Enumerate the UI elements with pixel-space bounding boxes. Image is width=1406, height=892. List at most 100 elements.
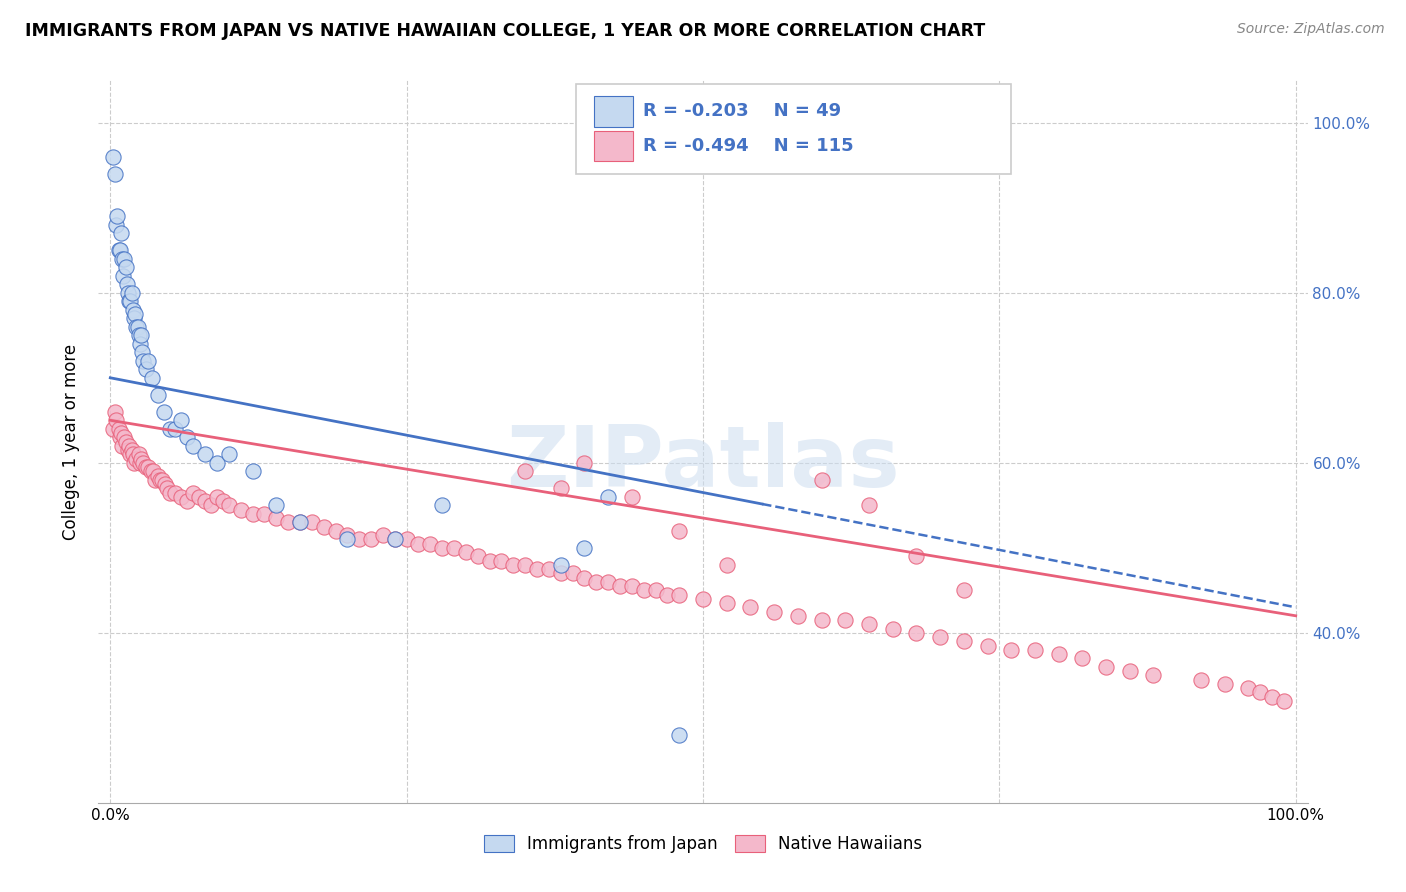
Point bbox=[288, 516, 311, 530]
Point bbox=[786, 608, 808, 623]
Point bbox=[242, 464, 264, 478]
Point bbox=[101, 150, 124, 164]
Point bbox=[129, 451, 152, 466]
Text: ZIPatlas: ZIPatlas bbox=[506, 422, 900, 505]
Point bbox=[129, 456, 152, 470]
Point bbox=[229, 502, 252, 516]
Point bbox=[218, 447, 240, 461]
Point bbox=[129, 336, 152, 351]
Point bbox=[136, 460, 159, 475]
Point bbox=[107, 244, 129, 258]
Point bbox=[146, 388, 169, 402]
Point bbox=[620, 490, 643, 504]
Point bbox=[110, 425, 132, 440]
Point bbox=[114, 260, 136, 275]
Point bbox=[526, 562, 548, 576]
Point bbox=[347, 533, 370, 547]
Point bbox=[142, 464, 165, 478]
Point bbox=[212, 494, 235, 508]
Point bbox=[112, 268, 135, 283]
Point bbox=[176, 430, 198, 444]
Point bbox=[200, 498, 222, 512]
Point bbox=[149, 473, 172, 487]
Point bbox=[515, 464, 537, 478]
Point bbox=[668, 728, 690, 742]
Point bbox=[574, 456, 596, 470]
Point bbox=[125, 319, 148, 334]
Point bbox=[491, 553, 513, 567]
Point bbox=[810, 473, 832, 487]
Point bbox=[205, 456, 228, 470]
Point bbox=[253, 507, 276, 521]
Point bbox=[454, 545, 477, 559]
Point bbox=[657, 588, 679, 602]
Point bbox=[550, 558, 572, 572]
Point bbox=[976, 639, 998, 653]
Point bbox=[550, 481, 572, 495]
Point bbox=[1000, 642, 1022, 657]
Point bbox=[132, 456, 155, 470]
Point bbox=[117, 285, 139, 300]
Point bbox=[159, 485, 181, 500]
Point bbox=[121, 443, 143, 458]
Point bbox=[118, 294, 141, 309]
Text: IMMIGRANTS FROM JAPAN VS NATIVE HAWAIIAN COLLEGE, 1 YEAR OR MORE CORRELATION CHA: IMMIGRANTS FROM JAPAN VS NATIVE HAWAIIAN… bbox=[25, 22, 986, 40]
Point bbox=[181, 439, 204, 453]
Point bbox=[122, 311, 145, 326]
Point bbox=[763, 605, 786, 619]
Point bbox=[561, 566, 583, 581]
Point bbox=[692, 591, 714, 606]
Point bbox=[395, 533, 418, 547]
Point bbox=[110, 227, 132, 241]
Point bbox=[336, 533, 359, 547]
Point bbox=[131, 345, 153, 359]
Point bbox=[952, 634, 974, 648]
Point bbox=[929, 630, 952, 644]
Point bbox=[1213, 677, 1236, 691]
Point bbox=[205, 490, 228, 504]
Point bbox=[121, 285, 143, 300]
Point bbox=[408, 536, 430, 550]
Point bbox=[111, 252, 134, 266]
Point bbox=[104, 167, 127, 181]
Point bbox=[644, 583, 666, 598]
Point bbox=[609, 579, 631, 593]
Point bbox=[371, 528, 394, 542]
Point bbox=[1272, 694, 1295, 708]
Point bbox=[188, 490, 211, 504]
Text: Source: ZipAtlas.com: Source: ZipAtlas.com bbox=[1237, 22, 1385, 37]
Point bbox=[108, 430, 131, 444]
Point bbox=[111, 439, 134, 453]
Point bbox=[218, 498, 240, 512]
Point bbox=[1024, 642, 1046, 657]
Point bbox=[105, 209, 128, 223]
Point bbox=[118, 439, 141, 453]
Point bbox=[585, 574, 607, 589]
Point bbox=[668, 524, 690, 538]
Point bbox=[1249, 685, 1271, 699]
Point bbox=[117, 443, 139, 458]
Point bbox=[858, 617, 880, 632]
Point bbox=[114, 252, 136, 266]
Point bbox=[633, 583, 655, 598]
Point bbox=[165, 422, 187, 436]
Point bbox=[108, 244, 131, 258]
Point bbox=[176, 494, 198, 508]
Point bbox=[135, 362, 157, 376]
Text: R = -0.203    N = 49: R = -0.203 N = 49 bbox=[643, 103, 841, 120]
Point bbox=[574, 570, 596, 584]
Point bbox=[1071, 651, 1094, 665]
Point bbox=[598, 574, 620, 589]
Point bbox=[105, 218, 128, 232]
Point bbox=[384, 533, 406, 547]
Point bbox=[668, 588, 690, 602]
Point bbox=[152, 405, 174, 419]
Point bbox=[312, 519, 335, 533]
Point bbox=[858, 498, 880, 512]
Point bbox=[443, 541, 465, 555]
Point bbox=[127, 319, 149, 334]
Point bbox=[537, 562, 560, 576]
Point bbox=[105, 413, 128, 427]
Point bbox=[128, 328, 150, 343]
Point bbox=[114, 430, 136, 444]
